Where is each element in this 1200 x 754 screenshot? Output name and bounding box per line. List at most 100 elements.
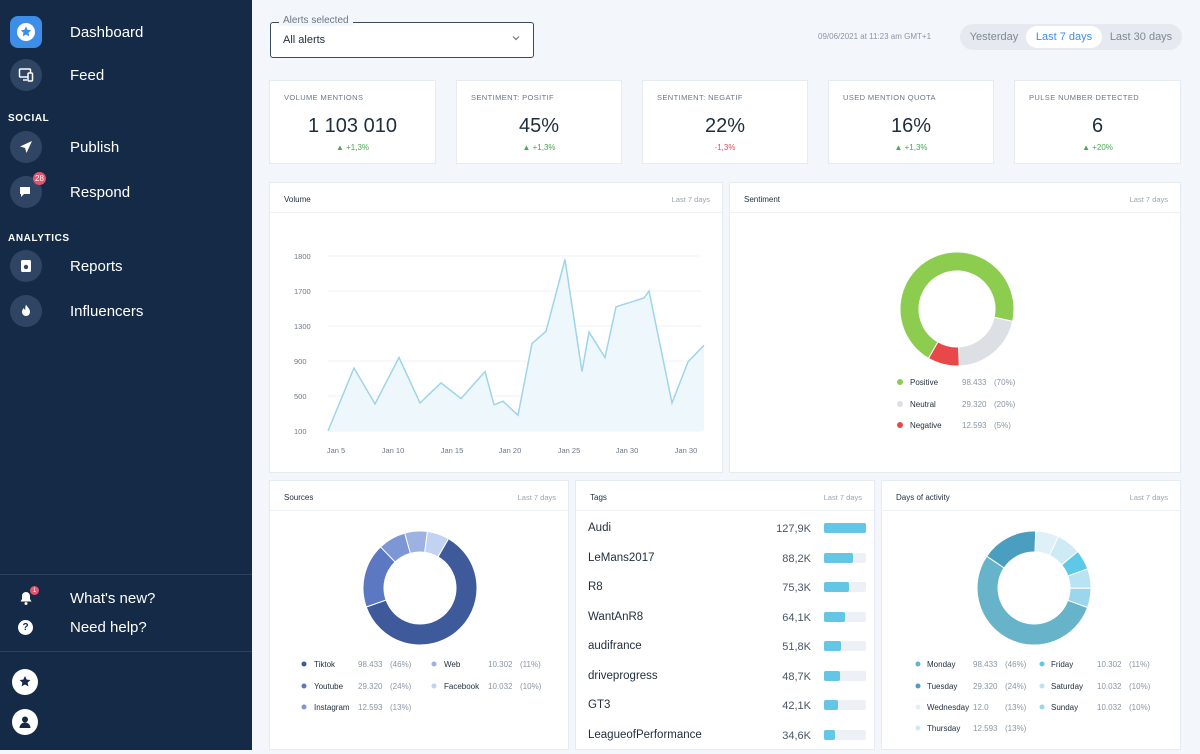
sidebar-divider: [0, 651, 252, 652]
x-tick-label: Jan 10: [382, 446, 405, 455]
need-help-link[interactable]: ? Need help?: [18, 619, 147, 636]
tag-row[interactable]: WantAnR8 64,1K: [588, 608, 866, 628]
tag-bar-track: [824, 729, 866, 740]
tag-row[interactable]: LeagueofPerformance 34,6K: [588, 726, 866, 746]
kpi-delta-value: +1,3%: [904, 143, 928, 152]
card-header: Sources Last 7 days: [270, 481, 568, 511]
sidebar-item-feed[interactable]: Feed: [10, 59, 104, 91]
sidebar-item-label: Influencers: [70, 302, 144, 320]
card-title: Sentiment: [744, 195, 781, 204]
tag-row[interactable]: Audi 127,9K: [588, 519, 866, 539]
tag-count: 64,1K: [782, 611, 811, 624]
sidebar-item-influencers[interactable]: Influencers: [10, 295, 143, 327]
legend-label: Positive: [910, 378, 939, 387]
kpi-label: PULSE NUMBER DETECTED: [1029, 93, 1140, 102]
tag-row[interactable]: GT3 42,1K: [588, 696, 866, 716]
range-last-30-days-button[interactable]: Last 30 days: [1109, 31, 1173, 43]
chevron-down-icon: [511, 33, 521, 46]
legend-value: 29.320: [358, 682, 383, 691]
tag-row[interactable]: LeMans2017 88,2K: [588, 549, 866, 569]
legend-percent: (70%): [994, 378, 1016, 387]
range-yesterday-button[interactable]: Yesterday: [969, 31, 1019, 43]
main-content: Alerts selected All alerts 09/06/2021 at…: [252, 0, 1200, 750]
volume-chart: 1800 1700 1300 900 500 100 Jan 5 Jan 10 Jan 15 Ja…: [294, 252, 705, 455]
sidebar-item-label: Respond: [70, 183, 131, 201]
x-tick-label: Jan 15: [441, 446, 464, 455]
notification-badge: 28: [33, 172, 46, 185]
tag-count: 88,2K: [782, 552, 811, 565]
tag-name: GT3: [588, 699, 611, 711]
legend-dot: [1039, 704, 1045, 710]
legend-dot: [301, 661, 307, 667]
legend-percent: (13%): [1005, 703, 1027, 712]
y-tick-label: 1800: [294, 252, 311, 261]
legend-dot: [915, 725, 921, 731]
legend-value: 98.433: [973, 660, 998, 669]
tag-row[interactable]: audifrance 51,8K: [588, 637, 866, 657]
tag-row[interactable]: driveprogress 48,7K: [588, 667, 866, 687]
sidebar-item-respond[interactable]: 28 Respond: [10, 172, 130, 208]
card-range: Last 7 days: [517, 493, 556, 502]
legend-label: Neutral: [910, 400, 936, 409]
section-label-analytics: ANALYTICS: [8, 233, 70, 244]
card-title: Volume: [284, 195, 311, 204]
tag-count: 48,7K: [782, 670, 811, 683]
y-tick-label: 900: [294, 357, 307, 366]
card-range: Last 7 days: [671, 195, 710, 204]
tag-count: 34,6K: [782, 729, 811, 742]
tag-bar-track: [824, 641, 866, 651]
volume-area: [328, 259, 704, 431]
legend-label: Instagram: [314, 703, 350, 712]
card-title: Days of activity: [896, 493, 950, 502]
tag-name: driveprogress: [588, 669, 658, 682]
legend-value: 12.593: [973, 724, 998, 733]
kpi-delta-value: -1,3%: [714, 143, 736, 152]
legend-label: Web: [444, 660, 461, 669]
workspace-star-icon[interactable]: [12, 669, 38, 695]
tag-name: WantAnR8: [588, 610, 644, 623]
sources-slice: [365, 537, 478, 646]
legend-dot: [301, 704, 307, 710]
flame-icon: [10, 295, 42, 327]
sentiment-slice: [958, 316, 1014, 367]
tag-name: R8: [588, 581, 603, 593]
user-avatar[interactable]: [12, 709, 38, 735]
whats-new-link[interactable]: 1 What's new?: [18, 586, 155, 607]
x-tick-label: Jan 25: [558, 446, 581, 455]
sidebar-item-dashboard[interactable]: Dashboard: [10, 16, 143, 48]
legend-label: Monday: [927, 660, 955, 669]
legend-value: 10.032: [1097, 703, 1122, 712]
days-slice: [1067, 587, 1092, 609]
legend-percent: (24%): [1005, 682, 1027, 691]
tag-row[interactable]: R8 75,3K: [588, 578, 866, 598]
legend-dot: [431, 683, 437, 689]
kpi-delta: ▲ +20%: [1082, 143, 1113, 152]
legend-dot: [1039, 661, 1045, 667]
kpi-card-sentiment-positif: SENTIMENT: POSITIF 45% ▲ +1,3%: [456, 80, 622, 164]
sidebar-item-publish[interactable]: Publish: [10, 131, 119, 163]
alerts-select[interactable]: Alerts selected All alerts: [270, 15, 534, 58]
date-range-toggle: Yesterday Last 7 days Last 30 days: [960, 24, 1182, 50]
legend-label: Facebook: [444, 682, 480, 691]
sources-slice: [424, 530, 450, 558]
days-donut-chart: Monday 98.433 (46%) Tuesday 29.320 (24%) Wedne…: [915, 530, 1151, 733]
legend-dot: [897, 401, 903, 407]
y-tick-label: 100: [294, 427, 307, 436]
legend-value: 12.593: [358, 703, 383, 712]
sidebar-item-reports[interactable]: Reports: [10, 250, 123, 282]
tag-bar: [824, 611, 846, 622]
legend-label: Saturday: [1051, 682, 1083, 691]
card-title: Sources: [284, 493, 314, 502]
card-range: Last 7 days: [1129, 195, 1168, 204]
legend-label: Tiktok: [314, 660, 336, 669]
legend-label: Tuesday: [927, 682, 957, 691]
tag-bar: [824, 729, 836, 740]
card-header: Days of activity Last 7 days: [882, 481, 1180, 511]
y-tick-label: 1300: [294, 322, 311, 331]
legend-label: Friday: [1051, 660, 1073, 669]
legend-percent: (11%): [520, 660, 541, 669]
tag-name: LeMans2017: [588, 551, 655, 564]
days-slice: [976, 555, 1089, 646]
alerts-select-label: Alerts selected: [279, 15, 353, 26]
range-last-7-days-button[interactable]: Last 7 days: [1026, 26, 1102, 48]
